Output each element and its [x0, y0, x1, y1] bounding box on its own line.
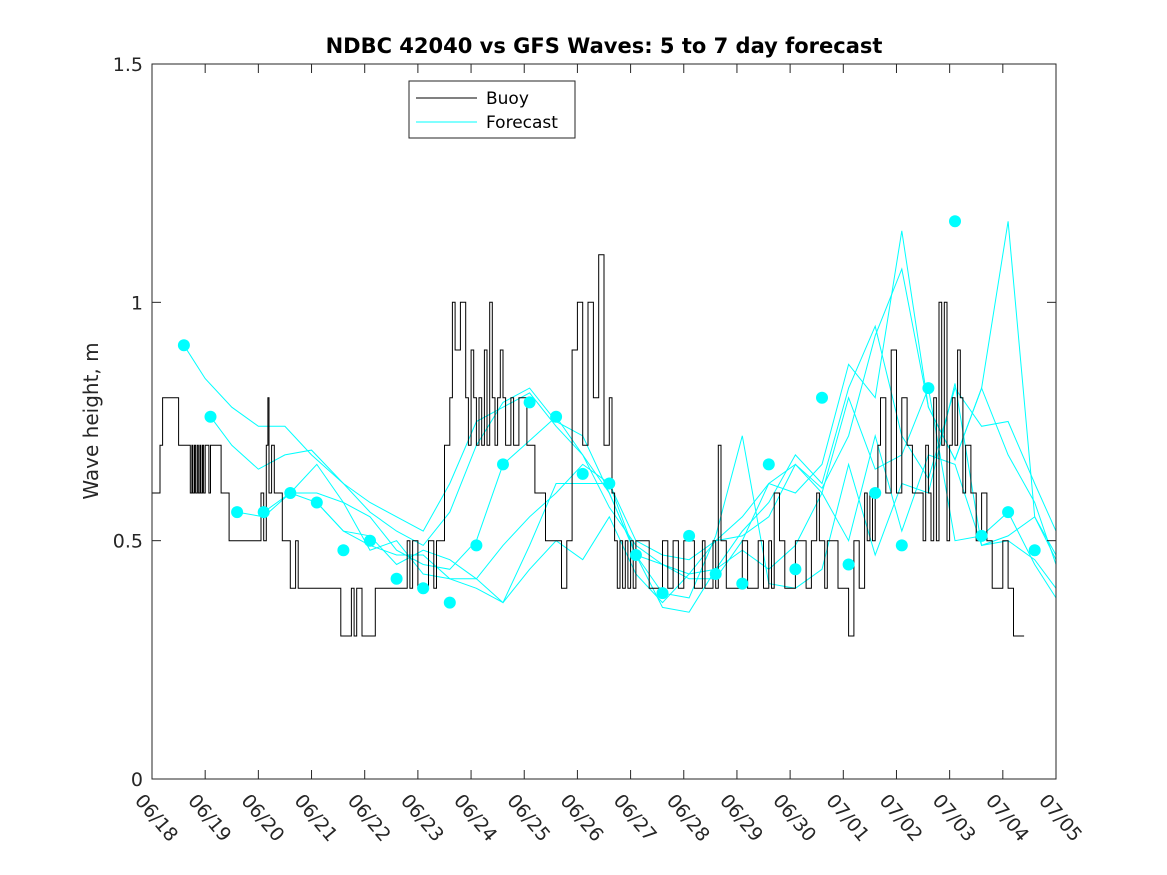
- y-tick-label: 1: [131, 292, 143, 314]
- forecast-marker: [949, 215, 961, 228]
- forecast-marker: [762, 458, 775, 471]
- forecast-marker: [736, 577, 749, 590]
- y-axis-label: Wave height, m: [79, 342, 103, 499]
- forecast-marker: [842, 558, 855, 571]
- forecast-marker: [895, 539, 908, 552]
- forecast-marker: [470, 539, 483, 552]
- forecast-marker: [922, 382, 935, 395]
- forecast-marker: [417, 582, 430, 595]
- forecast-marker: [683, 529, 696, 542]
- forecast-marker: [603, 477, 616, 490]
- forecast-marker: [337, 544, 350, 557]
- forecast-marker: [816, 391, 828, 404]
- forecast-line-6: [316, 433, 1057, 604]
- forecast-marker: [656, 587, 669, 600]
- forecast-marker: [364, 534, 376, 547]
- forecast-marker: [310, 496, 323, 509]
- y-tick-label: 1.5: [113, 54, 143, 76]
- forecast-marker: [1028, 544, 1041, 557]
- forecast-marker: [231, 506, 244, 519]
- forecast-marker: [284, 487, 297, 499]
- y-axis-ticks: 0 0.5 1 1.5: [113, 54, 1056, 791]
- forecast-marker: [257, 506, 270, 519]
- y-tick-label: 0.5: [113, 531, 143, 553]
- forecast-markers-group: [177, 215, 1041, 609]
- forecast-marker: [1002, 506, 1015, 519]
- forecast-marker: [390, 572, 403, 585]
- forecast-marker: [629, 549, 642, 561]
- forecast-marker: [576, 467, 589, 480]
- forecast-marker: [443, 596, 456, 609]
- forecast-line-5: [290, 383, 1057, 604]
- legend: Buoy Forecast: [408, 80, 576, 139]
- plot-frame: [151, 63, 1057, 780]
- forecast-marker: [177, 339, 190, 352]
- forecast-marker: [975, 529, 988, 542]
- legend-box: [408, 80, 576, 139]
- y-tick-label: 0: [131, 769, 143, 791]
- chart-title: NDBC 42040 vs GFS Waves: 5 to 7 day fore…: [326, 34, 883, 58]
- forecast-marker: [204, 410, 217, 423]
- legend-forecast-label: Forecast: [486, 113, 558, 133]
- legend-buoy-label: Buoy: [486, 89, 529, 109]
- forecast-marker: [789, 563, 802, 576]
- forecast-marker: [497, 458, 509, 471]
- forecast-marker: [550, 410, 563, 423]
- forecast-marker: [709, 568, 722, 580]
- forecast-marker: [869, 487, 882, 499]
- forecast-marker: [523, 396, 536, 409]
- buoy-series-group: [152, 254, 1025, 637]
- buoy-line: [152, 254, 1025, 637]
